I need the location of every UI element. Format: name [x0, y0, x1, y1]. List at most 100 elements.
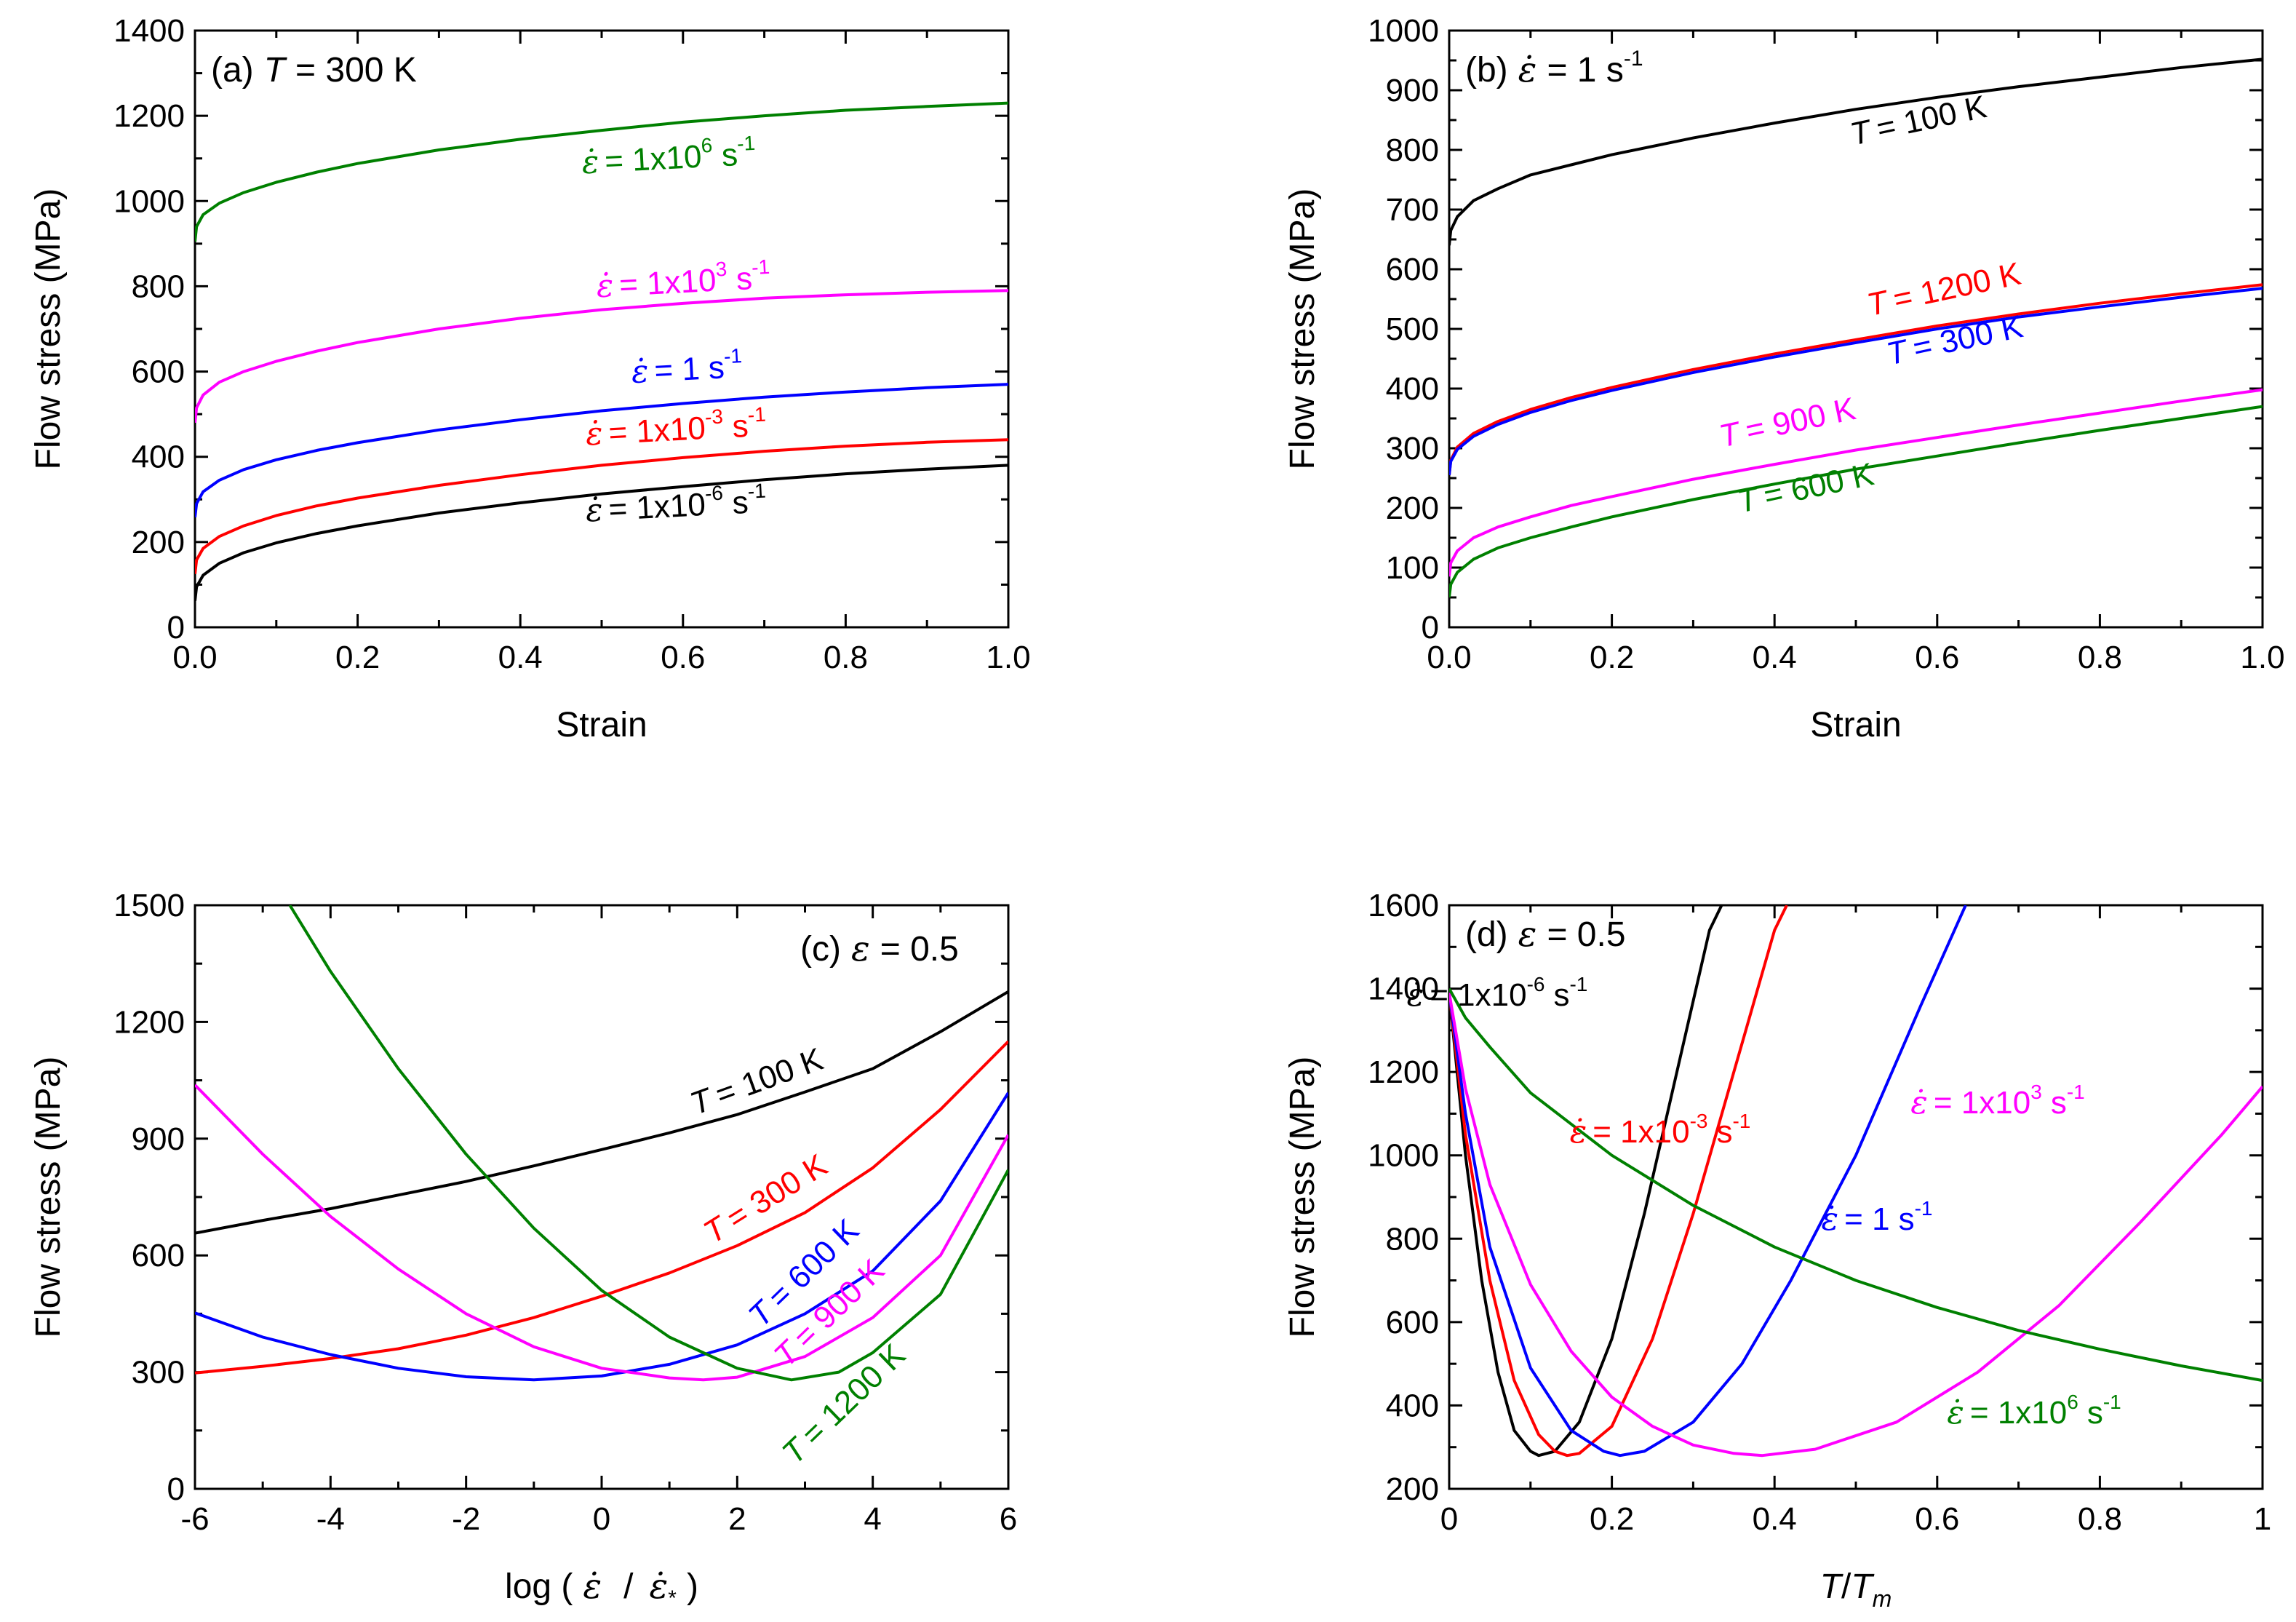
y-tick-label: 1200 — [1368, 1054, 1439, 1090]
y-tick-label: 900 — [132, 1121, 185, 1157]
x-tick-label: 0.8 — [824, 640, 868, 675]
x-axis-label: Strain — [556, 706, 647, 744]
x-tick-label: 0.4 — [1753, 1501, 1797, 1537]
series-label-4: ε̇ = 1x106 s-1 — [1947, 1391, 2121, 1431]
y-axis-label: Flow stress (MPa) — [1283, 188, 1322, 470]
y-tick-label: 1000 — [1368, 1138, 1439, 1174]
series-group — [1449, 905, 2263, 1458]
y-tick-label: 700 — [1386, 192, 1439, 228]
x-tick-label: 4 — [864, 1501, 881, 1537]
x-axis-label: log (ε̇ / ε̇*) — [505, 1566, 698, 1610]
y-tick-label: 200 — [1386, 490, 1439, 526]
x-tick-label: 0.8 — [2078, 1501, 2122, 1537]
y-tick-label: 1400 — [113, 13, 185, 49]
series-line-1 — [195, 1040, 1008, 1375]
panel-title: (b) ε̇ = 1 s-1 — [1465, 47, 1643, 90]
series-group — [195, 101, 1008, 601]
panel-title: (d) ε = 0.5 — [1465, 914, 1626, 955]
series-line-2 — [1449, 287, 2263, 476]
series-line-2 — [195, 1092, 1008, 1382]
series-label-3: ε̇ = 1x10-3 s-1 — [584, 403, 767, 453]
x-axis-label: Strain — [1810, 706, 1901, 744]
y-tick-label: 0 — [1422, 610, 1439, 645]
y-tick-label: 600 — [132, 354, 185, 390]
panel-d: 0 0.2 0.4 0.6 0.8 120040060080010001200140016… — [1283, 888, 2271, 1612]
y-tick-label: 100 — [1386, 550, 1439, 586]
x-tick-label: 0.8 — [2078, 640, 2122, 675]
series-line-2 — [1449, 905, 1967, 1458]
y-tick-label: 500 — [1386, 311, 1439, 347]
x-axis-label: T/Tm — [1820, 1567, 1892, 1612]
series-line-4 — [1449, 987, 2263, 1383]
series-line-3 — [1449, 992, 2263, 1458]
y-tick-label: 1200 — [113, 1004, 185, 1040]
series-line-1 — [1449, 283, 2263, 476]
x-tick-label: -4 — [316, 1501, 345, 1537]
series-line-0 — [195, 101, 1008, 242]
series-line-3 — [195, 1084, 1008, 1382]
series-label-3: ε̇ = 1x103 s-1 — [1910, 1081, 2084, 1121]
x-tick-label: 2 — [728, 1501, 746, 1537]
x-tick-label: 0.2 — [1590, 640, 1634, 675]
series-label-1: ε̇ = 1x103 s-1 — [595, 255, 771, 305]
y-tick-label: 400 — [1386, 1388, 1439, 1423]
x-tick-label: 0 — [593, 1501, 610, 1537]
y-tick-label: 800 — [132, 269, 185, 304]
series-line-4 — [1449, 405, 2263, 598]
series-line-4 — [288, 905, 1008, 1382]
series-line-3 — [1449, 388, 2263, 577]
panel-title: (a) T = 300 K — [211, 51, 417, 90]
x-tick-label: 1 — [2254, 1501, 2271, 1537]
x-tick-label: 0.2 — [1590, 1501, 1634, 1537]
series-line-1 — [1449, 905, 1788, 1458]
x-tick-label: 0 — [1440, 1501, 1458, 1537]
y-tick-label: 900 — [1386, 73, 1439, 108]
series-line-1 — [195, 289, 1008, 424]
series-label-2: ε̇ = 1 s-1 — [630, 344, 744, 391]
y-tick-label: 600 — [132, 1238, 185, 1273]
y-axis-label: Flow stress (MPa) — [1283, 1057, 1322, 1338]
series-label-1: T= 300 K — [698, 1148, 834, 1251]
series-label-2: T= 300 K — [1884, 309, 2026, 372]
series-line-0 — [1449, 905, 1723, 1458]
y-tick-label: 200 — [132, 525, 185, 560]
panel-c: -6 -4 -2 0 2 4 6 0 300 600 900 1200 1500 Flow stress … — [29, 888, 1017, 1610]
series-line-4 — [195, 464, 1008, 601]
x-tick-label: 1.0 — [2240, 640, 2284, 675]
y-axis-label: Flow stress (MPa) — [29, 188, 68, 470]
x-tick-label: 0.6 — [1915, 1501, 1959, 1537]
x-tick-label: 0.4 — [498, 640, 543, 675]
y-tick-label: 0 — [167, 610, 185, 645]
series-label-0: T= 100 K — [1847, 89, 1990, 152]
x-tick-label: 0.6 — [1915, 640, 1959, 675]
y-tick-label: 400 — [1386, 371, 1439, 407]
panel-a: 0.0 0.2 0.4 0.6 0.8 1.0 0 200 400 600 800 1000 1200 1… — [29, 13, 1031, 744]
x-tick-label: 0.6 — [661, 640, 705, 675]
series-label-0: T= 100 K — [685, 1041, 827, 1122]
series-label-2: ε̇ = 1 s-1 — [1822, 1197, 1933, 1238]
series-line-3 — [195, 438, 1008, 575]
y-tick-label: 600 — [1386, 252, 1439, 287]
x-tick-label: 1.0 — [986, 640, 1030, 675]
series-label-0: ε̇ = 1x10-6 s-1 — [1407, 973, 1588, 1014]
x-tick-label: 0.0 — [172, 640, 217, 675]
y-tick-label: 400 — [132, 440, 185, 475]
series-label-3: T= 900 K — [1716, 391, 1859, 454]
x-tick-label: 6 — [1000, 1501, 1017, 1537]
series-label-4: ε̇ = 1x10-6 s-1 — [584, 480, 767, 530]
plot-frame — [194, 29, 1010, 629]
y-tick-label: 1200 — [113, 98, 185, 134]
y-tick-label: 1500 — [113, 888, 185, 923]
y-tick-label: 300 — [1386, 431, 1439, 466]
y-tick-label: 1400 — [1368, 971, 1439, 1007]
series-line-2 — [195, 383, 1008, 518]
series-line-0 — [195, 990, 1008, 1235]
y-tick-label: 1000 — [1368, 13, 1439, 49]
y-tick-label: 1000 — [113, 183, 185, 219]
series-label-0: ε̇ = 1x106 s-1 — [581, 132, 757, 181]
y-tick-label: 600 — [1386, 1305, 1439, 1340]
panel-title: (c) ε = 0.5 — [800, 929, 959, 969]
y-tick-label: 800 — [1386, 132, 1439, 168]
series-group — [1449, 57, 2263, 598]
